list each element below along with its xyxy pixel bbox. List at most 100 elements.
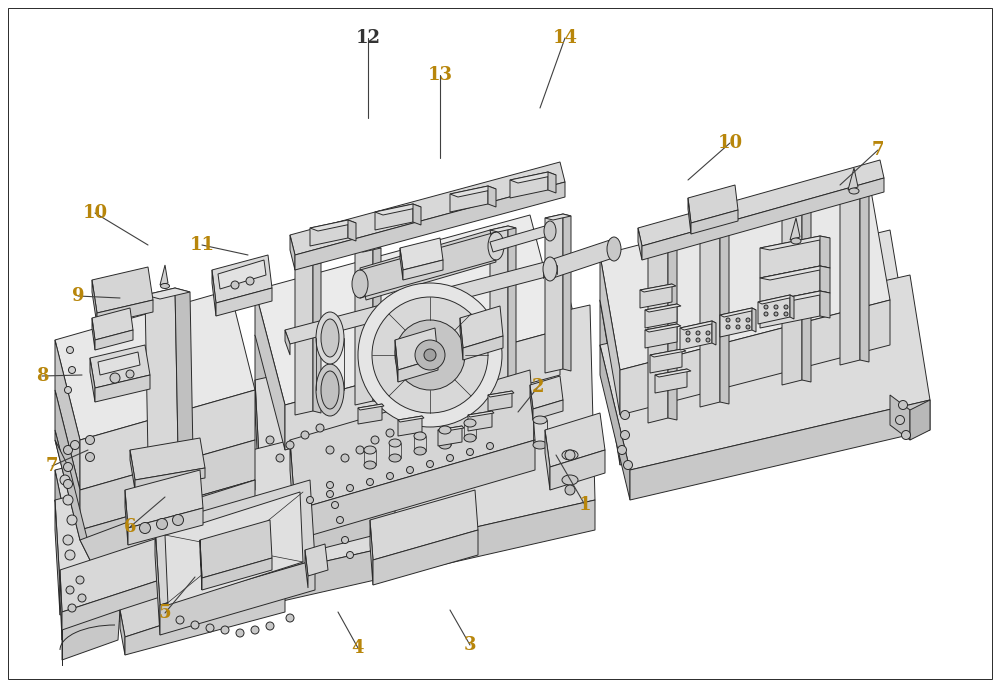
Text: 4: 4 (352, 639, 364, 657)
Polygon shape (80, 390, 255, 490)
Polygon shape (97, 300, 153, 325)
Circle shape (173, 515, 184, 526)
Polygon shape (92, 267, 153, 313)
Polygon shape (790, 218, 800, 240)
Ellipse shape (464, 419, 476, 427)
Polygon shape (265, 500, 595, 605)
Polygon shape (125, 490, 128, 545)
Circle shape (264, 526, 272, 534)
Circle shape (446, 455, 454, 462)
Polygon shape (125, 470, 203, 528)
Circle shape (251, 626, 259, 634)
Polygon shape (400, 238, 443, 270)
Circle shape (63, 535, 73, 545)
Polygon shape (355, 246, 381, 252)
Polygon shape (840, 190, 869, 197)
Polygon shape (305, 544, 328, 576)
Polygon shape (62, 610, 120, 660)
Ellipse shape (316, 312, 344, 364)
Polygon shape (650, 349, 686, 357)
Circle shape (764, 305, 768, 309)
Polygon shape (460, 306, 503, 348)
Polygon shape (680, 321, 716, 330)
Polygon shape (373, 246, 381, 403)
Polygon shape (310, 220, 348, 246)
Ellipse shape (414, 432, 426, 440)
Polygon shape (600, 345, 630, 500)
Text: 9: 9 (72, 287, 84, 305)
Circle shape (784, 305, 788, 309)
Circle shape (68, 366, 76, 374)
Polygon shape (802, 205, 811, 382)
Ellipse shape (607, 237, 621, 261)
Polygon shape (720, 308, 756, 317)
Polygon shape (200, 540, 202, 590)
Polygon shape (545, 214, 563, 373)
Polygon shape (820, 236, 830, 268)
Polygon shape (463, 336, 503, 360)
Polygon shape (668, 243, 677, 420)
Text: 8: 8 (36, 367, 48, 385)
Circle shape (358, 283, 502, 427)
Circle shape (902, 431, 910, 440)
Text: 10: 10 (717, 134, 743, 152)
Polygon shape (375, 204, 421, 215)
Polygon shape (148, 450, 193, 461)
Circle shape (618, 445, 626, 455)
Ellipse shape (352, 270, 368, 298)
Polygon shape (145, 288, 190, 299)
Polygon shape (600, 185, 890, 370)
Polygon shape (490, 226, 516, 232)
Polygon shape (128, 508, 203, 545)
Polygon shape (533, 400, 563, 420)
Polygon shape (155, 480, 315, 605)
Polygon shape (358, 404, 384, 410)
Circle shape (301, 431, 309, 439)
Circle shape (64, 480, 72, 488)
Ellipse shape (544, 221, 556, 241)
Ellipse shape (316, 364, 344, 416)
Polygon shape (218, 260, 266, 289)
Circle shape (696, 338, 700, 342)
Polygon shape (510, 172, 556, 183)
Polygon shape (860, 190, 869, 362)
Circle shape (64, 445, 72, 455)
Polygon shape (790, 295, 794, 319)
Polygon shape (395, 340, 398, 382)
Circle shape (406, 466, 414, 473)
Polygon shape (255, 260, 590, 455)
Polygon shape (55, 470, 80, 620)
Polygon shape (92, 308, 133, 340)
Circle shape (206, 624, 214, 632)
Text: 2: 2 (532, 378, 544, 396)
Ellipse shape (414, 447, 426, 455)
Circle shape (332, 502, 338, 508)
Text: 13: 13 (428, 66, 452, 84)
Polygon shape (295, 182, 565, 270)
Polygon shape (508, 226, 516, 383)
Polygon shape (760, 236, 830, 250)
Polygon shape (700, 227, 720, 407)
Circle shape (271, 561, 279, 569)
Polygon shape (290, 162, 565, 255)
Polygon shape (691, 210, 738, 234)
Polygon shape (450, 186, 496, 197)
Polygon shape (782, 205, 802, 385)
Circle shape (176, 616, 184, 624)
Polygon shape (295, 261, 313, 415)
Polygon shape (200, 520, 272, 578)
Polygon shape (720, 227, 729, 404)
Circle shape (276, 454, 284, 462)
Ellipse shape (389, 454, 401, 462)
Ellipse shape (543, 257, 557, 281)
Circle shape (424, 349, 436, 361)
Polygon shape (758, 295, 794, 304)
Polygon shape (285, 258, 565, 344)
Circle shape (63, 495, 73, 505)
Polygon shape (488, 391, 512, 411)
Polygon shape (212, 255, 272, 303)
Circle shape (565, 450, 575, 460)
Polygon shape (290, 440, 295, 540)
Polygon shape (403, 260, 443, 280)
Polygon shape (890, 395, 910, 440)
